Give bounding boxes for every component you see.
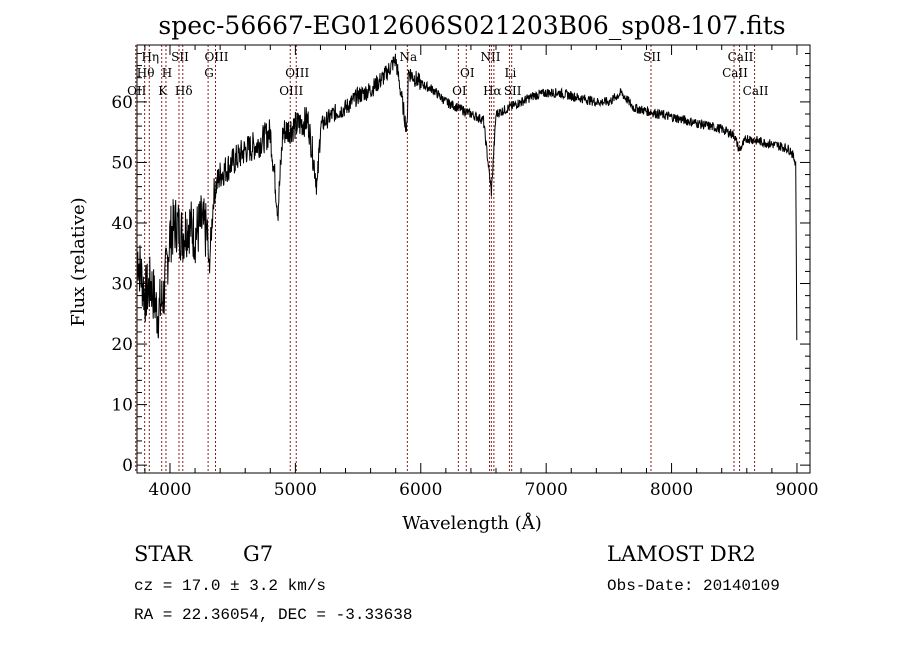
line-label: K [158, 84, 168, 98]
x-tick-label: 6000 [399, 480, 442, 500]
line-label: CaII [728, 50, 754, 64]
line-label: Hδ [175, 84, 193, 98]
line-label: Hθ [137, 66, 155, 80]
line-label: Hη [141, 50, 159, 64]
class-label: STAR [134, 542, 193, 566]
line-label: SII [504, 84, 522, 98]
line-label: SII [171, 50, 189, 64]
axes: 4000 5000 6000 7000 8000 9000 0 10 20 30 40 50 60 [111, 45, 819, 500]
x-tick-label: 5000 [274, 480, 317, 500]
emission-lines: OIIHθHηKHSIIHδGOIIIOIIIOIIINaOIOINIIHαNI… [127, 45, 769, 473]
y-tick-label: 0 [122, 456, 133, 476]
y-tick-label: 30 [111, 275, 133, 295]
plot-frame [136, 44, 811, 474]
line-label: OI [452, 84, 467, 98]
y-axis-label: Flux (relative) [68, 197, 89, 326]
line-label: OIII [204, 50, 228, 64]
y-tick-label: 60 [111, 93, 133, 113]
line-label: NII [480, 50, 500, 64]
line-label: H [162, 66, 172, 80]
line-label: Na [400, 50, 418, 64]
survey-label: LAMOST DR2 [607, 542, 756, 566]
line-label: SII [643, 50, 661, 64]
ra-dec: RA = 22.36054, DEC = -3.33638 [134, 606, 412, 624]
line-label: Hα [483, 84, 502, 98]
y-tick-label: 40 [111, 214, 133, 234]
line-label: Li [505, 66, 517, 80]
line-label: OIII [285, 66, 309, 80]
line-label: CaII [743, 84, 769, 98]
x-tick-label: 9000 [775, 480, 818, 500]
subclass-label: G7 [243, 542, 273, 566]
x-tick-label: 8000 [650, 480, 693, 500]
x-axis-label: Wavelength (Å) [402, 512, 542, 534]
x-tick-label: 7000 [525, 480, 568, 500]
line-label: OI [460, 66, 475, 80]
y-tick-label: 20 [111, 335, 133, 355]
x-tick-label: 4000 [148, 480, 191, 500]
chart-title: spec-56667-EG012606S021203B06_sp08-107.f… [158, 11, 785, 40]
obs-date: Obs-Date: 20140109 [607, 577, 780, 595]
line-label: OIII [279, 84, 303, 98]
line-label: G [204, 66, 214, 80]
spectrum-line [136, 53, 798, 341]
y-tick-label: 50 [111, 153, 133, 173]
line-label: CaII [722, 66, 748, 80]
y-tick-label: 10 [111, 396, 133, 416]
cz-value: cz = 17.0 ± 3.2 km/s [134, 577, 326, 595]
